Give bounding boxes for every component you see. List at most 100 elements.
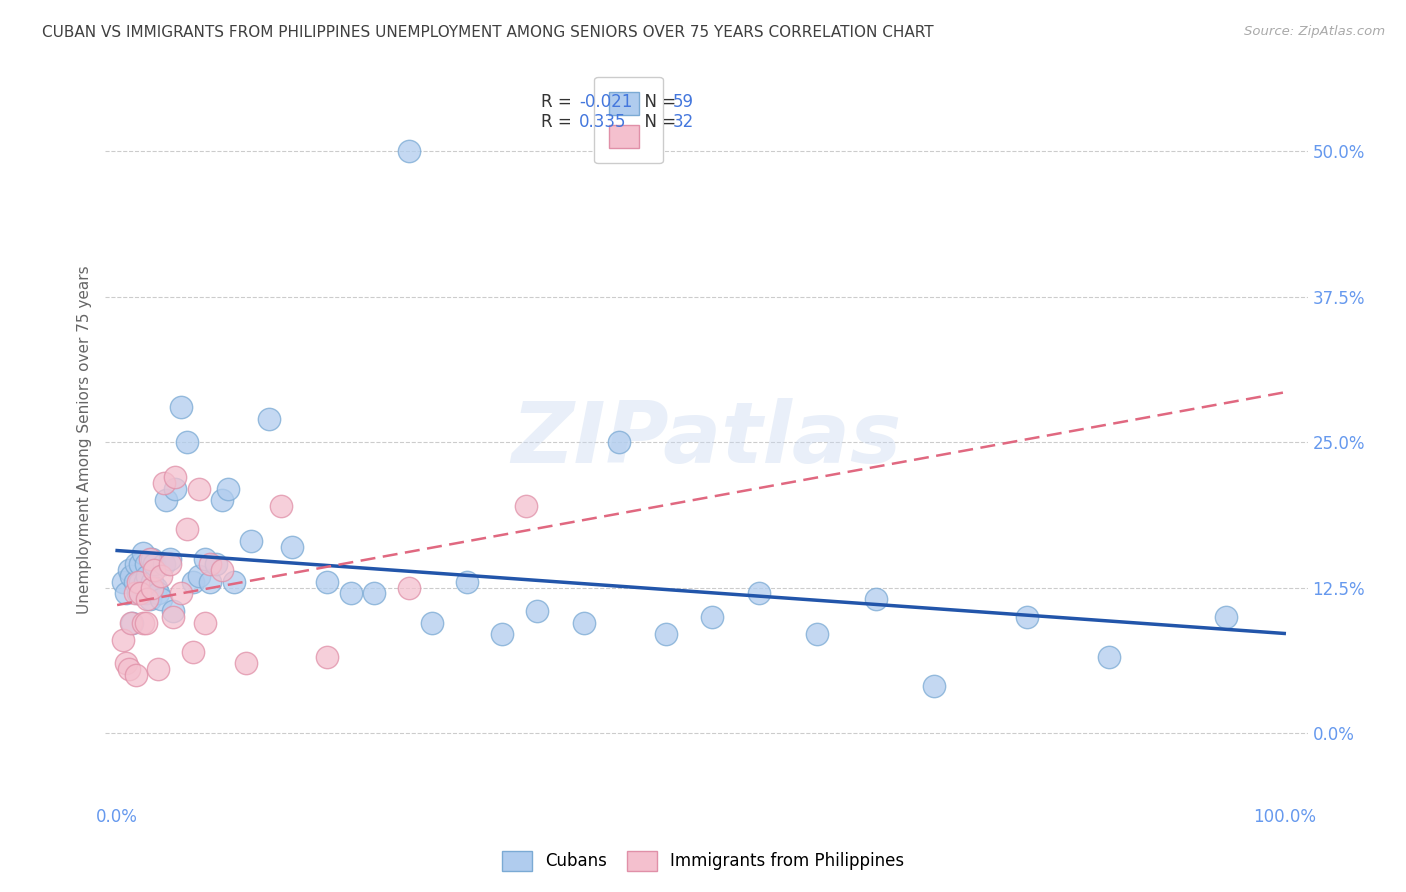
Text: N =: N = xyxy=(634,93,682,111)
Point xyxy=(235,657,257,671)
Point xyxy=(170,586,193,600)
Point xyxy=(127,586,149,600)
Point xyxy=(165,482,187,496)
Point xyxy=(176,435,198,450)
Text: R =: R = xyxy=(541,93,576,111)
Point xyxy=(162,604,184,618)
Point xyxy=(124,574,146,589)
Point xyxy=(120,615,142,630)
Point xyxy=(211,563,233,577)
Point xyxy=(176,523,198,537)
Point xyxy=(146,662,169,676)
Point xyxy=(155,493,177,508)
Point xyxy=(456,574,478,589)
Point xyxy=(132,615,155,630)
Point xyxy=(129,574,152,589)
Point xyxy=(115,657,138,671)
Point xyxy=(134,574,156,589)
Point xyxy=(159,551,181,566)
Point xyxy=(217,482,239,496)
Point xyxy=(181,574,204,589)
Point xyxy=(132,546,155,560)
Point xyxy=(143,563,166,577)
Point xyxy=(515,499,537,513)
Point xyxy=(141,581,163,595)
Text: -0.021: -0.021 xyxy=(579,93,633,111)
Point xyxy=(120,569,142,583)
Point xyxy=(170,401,193,415)
Point xyxy=(187,482,209,496)
Point xyxy=(205,558,228,572)
Point xyxy=(200,574,222,589)
Point xyxy=(702,609,724,624)
Point xyxy=(572,615,595,630)
Point xyxy=(187,569,209,583)
Point xyxy=(607,435,630,450)
Point xyxy=(491,627,513,641)
Point xyxy=(398,145,420,159)
Point xyxy=(141,574,163,589)
Text: R =: R = xyxy=(541,113,582,131)
Point xyxy=(111,574,134,589)
Point xyxy=(165,470,187,484)
Point xyxy=(316,574,339,589)
Point xyxy=(139,551,162,566)
Point xyxy=(121,615,143,630)
Point xyxy=(806,627,828,641)
Point xyxy=(115,586,138,600)
Point xyxy=(153,475,176,490)
Point xyxy=(270,499,292,513)
Text: 59: 59 xyxy=(673,93,693,111)
Text: 32: 32 xyxy=(673,113,695,131)
Point xyxy=(124,586,146,600)
Text: 0.335: 0.335 xyxy=(579,113,627,131)
Point xyxy=(136,569,159,583)
Point xyxy=(1098,650,1121,665)
Point xyxy=(135,558,157,572)
Point xyxy=(146,586,169,600)
Point xyxy=(135,586,157,600)
Point xyxy=(1215,609,1237,624)
Point xyxy=(139,592,162,607)
Legend: Cubans, Immigrants from Philippines: Cubans, Immigrants from Philippines xyxy=(494,842,912,880)
Point xyxy=(398,581,420,595)
Point xyxy=(748,586,770,600)
Point xyxy=(129,586,152,600)
Point xyxy=(281,540,304,554)
Point xyxy=(222,574,245,589)
Point xyxy=(159,558,181,572)
Text: ZIPatlas: ZIPatlas xyxy=(512,398,901,481)
Point xyxy=(211,493,233,508)
Point xyxy=(153,558,176,572)
Point xyxy=(118,662,141,676)
Point xyxy=(129,558,152,572)
Point xyxy=(194,615,217,630)
Point xyxy=(194,551,217,566)
Point xyxy=(339,586,361,600)
Point xyxy=(162,609,184,624)
Point xyxy=(125,558,148,572)
Point xyxy=(316,650,339,665)
Point xyxy=(240,534,263,549)
Point xyxy=(118,563,141,577)
Point xyxy=(135,615,157,630)
Point xyxy=(150,592,173,607)
Point xyxy=(1017,609,1039,624)
Point xyxy=(257,412,280,426)
Point xyxy=(363,586,385,600)
Point xyxy=(141,551,163,566)
Point xyxy=(143,558,166,572)
Point xyxy=(526,604,548,618)
Y-axis label: Unemployment Among Seniors over 75 years: Unemployment Among Seniors over 75 years xyxy=(77,265,93,614)
Text: Source: ZipAtlas.com: Source: ZipAtlas.com xyxy=(1244,25,1385,38)
Point xyxy=(111,632,134,647)
Point xyxy=(654,627,676,641)
Point xyxy=(420,615,443,630)
Point xyxy=(125,668,148,682)
Point xyxy=(145,581,167,595)
Point xyxy=(150,569,173,583)
Point xyxy=(181,644,204,658)
Text: N =: N = xyxy=(634,113,682,131)
Legend: , : , xyxy=(595,77,662,163)
Point xyxy=(200,558,222,572)
